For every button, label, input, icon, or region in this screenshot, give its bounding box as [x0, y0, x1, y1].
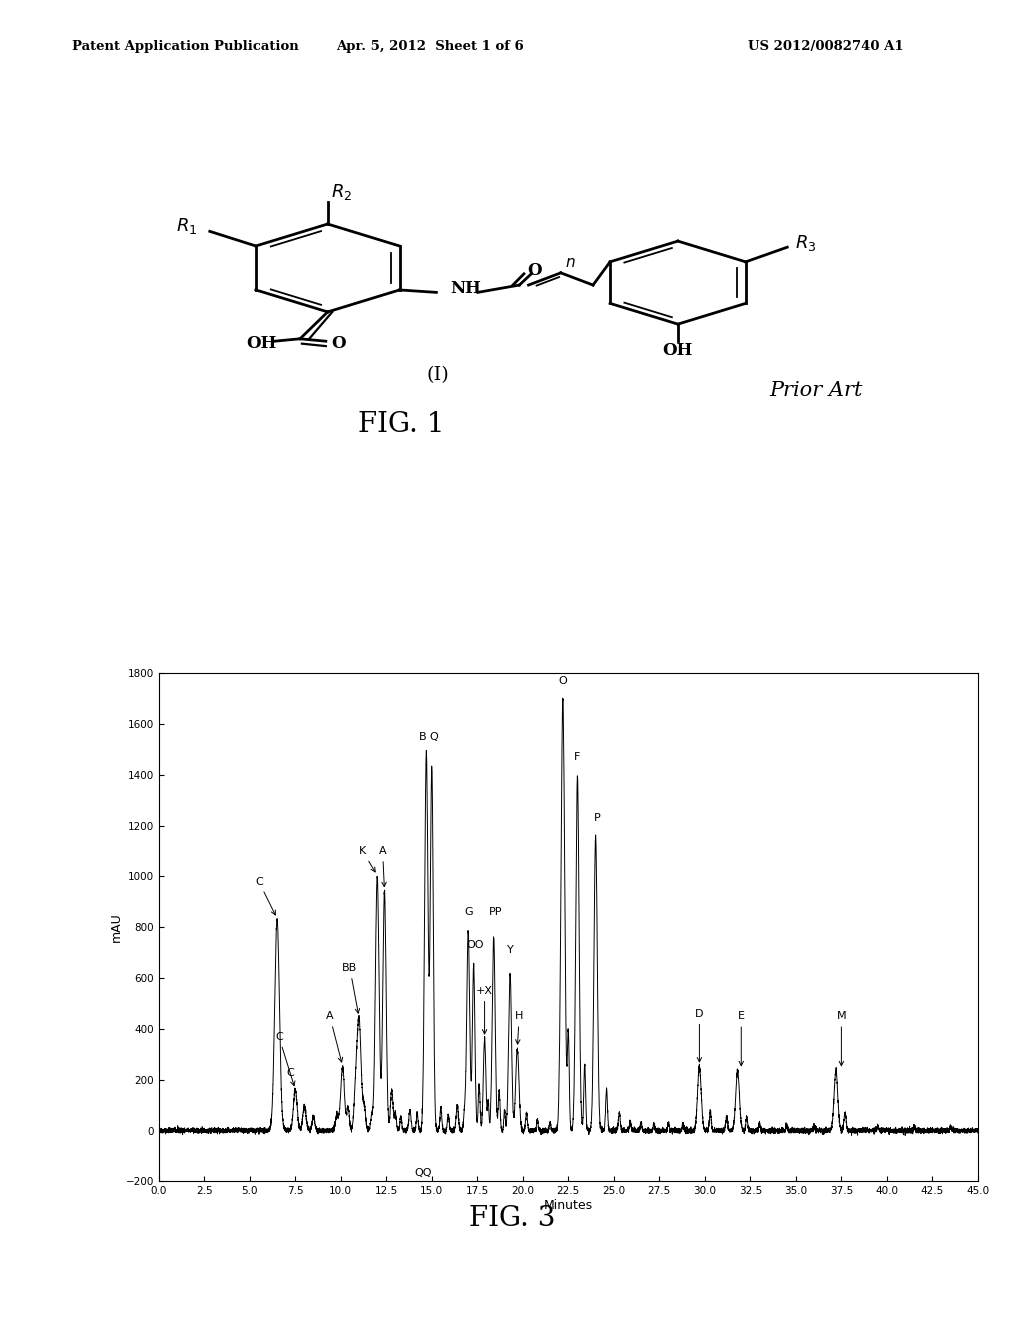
X-axis label: Minutes: Minutes	[544, 1199, 593, 1212]
Text: O: O	[527, 261, 543, 279]
Text: A: A	[379, 846, 386, 887]
Text: BB: BB	[342, 964, 359, 1014]
Text: M: M	[837, 1011, 846, 1065]
Text: Y: Y	[507, 945, 513, 956]
Text: FIG. 3: FIG. 3	[469, 1205, 555, 1232]
Text: D: D	[695, 1008, 703, 1061]
Text: PP: PP	[488, 907, 502, 917]
Text: H: H	[515, 1011, 523, 1044]
Text: G: G	[464, 907, 472, 917]
Text: F: F	[574, 752, 581, 762]
Text: Patent Application Publication: Patent Application Publication	[72, 40, 298, 53]
Text: O: O	[332, 335, 346, 352]
Text: A: A	[326, 1011, 343, 1063]
Text: Prior Art: Prior Art	[769, 380, 863, 400]
Text: FIG. 1: FIG. 1	[358, 411, 444, 438]
Text: P: P	[594, 813, 601, 824]
Text: OH: OH	[663, 342, 693, 359]
Text: K: K	[359, 846, 375, 873]
Text: C: C	[255, 876, 275, 915]
Text: QQ: QQ	[414, 1168, 431, 1177]
Text: OH: OH	[246, 335, 276, 352]
Text: C: C	[275, 1032, 295, 1086]
Text: O: O	[558, 676, 567, 686]
Text: US 2012/0082740 A1: US 2012/0082740 A1	[748, 40, 903, 53]
Text: $R_1$: $R_1$	[176, 216, 198, 236]
Text: (I): (I)	[427, 367, 450, 384]
Y-axis label: mAU: mAU	[110, 912, 123, 942]
Text: Q: Q	[429, 731, 438, 742]
Text: C: C	[286, 1068, 294, 1078]
Text: NH: NH	[451, 280, 481, 297]
Text: OO: OO	[467, 940, 484, 950]
Text: $n$: $n$	[564, 255, 575, 269]
Text: $R_3$: $R_3$	[795, 234, 816, 253]
Text: E: E	[737, 1011, 744, 1065]
Text: +X: +X	[476, 986, 494, 1034]
Text: Apr. 5, 2012  Sheet 1 of 6: Apr. 5, 2012 Sheet 1 of 6	[336, 40, 524, 53]
Text: $R_2$: $R_2$	[331, 182, 352, 202]
Text: B: B	[419, 731, 427, 742]
